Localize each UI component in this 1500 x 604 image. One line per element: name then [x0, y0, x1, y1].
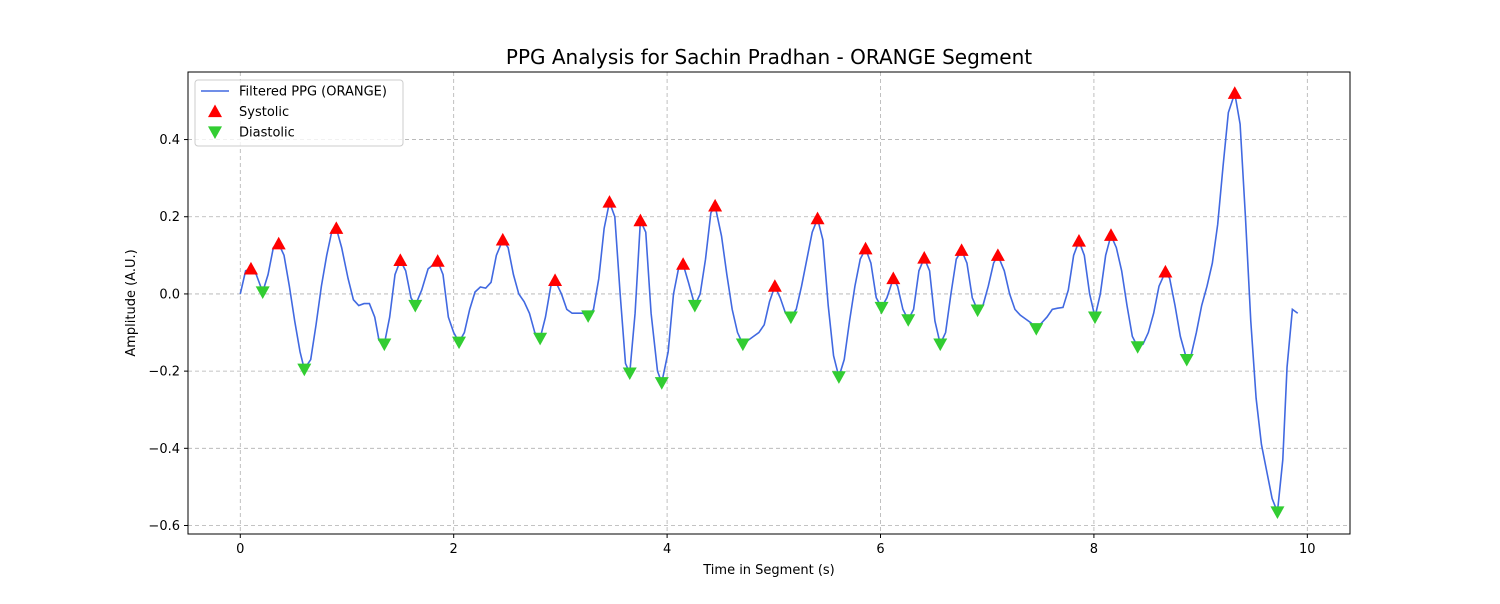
peak-marker: [581, 310, 596, 323]
x-tick-label: 10: [1299, 542, 1316, 557]
peak-marker: [767, 279, 782, 292]
peak-marker: [1103, 228, 1118, 241]
x-tick-label: 6: [876, 542, 884, 557]
peak-marker: [735, 338, 750, 352]
peak-marker: [430, 254, 445, 267]
peak-marker: [783, 311, 798, 325]
peak-marker: [622, 367, 637, 381]
peak-marker: [271, 236, 286, 250]
y-tick-label: −0.6: [148, 519, 180, 534]
peak-marker: [917, 251, 932, 264]
y-tick-label: 0.0: [159, 287, 180, 302]
peak-marker: [858, 241, 873, 255]
x-tick-label: 2: [450, 542, 458, 557]
y-axis-label: Amplitude (A.U.): [124, 249, 139, 356]
peak-marker: [687, 299, 702, 313]
peak-marker: [708, 198, 723, 212]
y-tick-label: 0.2: [159, 210, 180, 225]
x-tick-label: 0: [236, 542, 244, 557]
peak-marker: [886, 271, 901, 285]
chart-title: PPG Analysis for Sachin Pradhan - ORANGE…: [506, 45, 1032, 69]
peak-marker: [1029, 323, 1044, 336]
peak-marker: [495, 232, 510, 246]
peak-marker: [452, 336, 467, 350]
peak-marker: [990, 248, 1005, 261]
peak-marker: [810, 211, 825, 225]
peak-marker: [548, 273, 563, 287]
peak-marker: [1087, 311, 1102, 325]
plot-frame: [187, 71, 1351, 535]
peak-marker: [533, 332, 548, 346]
peak-marker: [654, 377, 669, 390]
peak-marker: [901, 314, 916, 327]
x-axis-label: Time in Segment (s): [702, 563, 834, 578]
peak-marker: [954, 243, 969, 256]
x-tick-label: 4: [663, 542, 671, 557]
peak-marker: [633, 213, 648, 227]
peak-marker: [1158, 264, 1173, 278]
peak-marker: [1071, 234, 1086, 247]
peak-marker: [377, 338, 392, 352]
peak-marker: [874, 301, 889, 315]
peak-marker: [602, 195, 617, 208]
peak-marker: [1130, 341, 1145, 354]
peak-marker: [297, 363, 312, 377]
peak-marker: [1227, 86, 1242, 99]
y-tick-label: −0.4: [148, 442, 180, 457]
legend-box: [194, 79, 404, 147]
y-tick-label: 0.4: [159, 133, 180, 148]
peak-marker: [1270, 506, 1285, 519]
y-tick-label: −0.2: [148, 365, 180, 380]
peak-marker: [1179, 353, 1194, 367]
peak-marker: [255, 286, 270, 299]
peak-marker: [393, 253, 408, 266]
peak-marker: [970, 304, 985, 318]
peak-marker: [831, 371, 846, 384]
legend-swatch: [208, 104, 222, 118]
x-tick-label: 8: [1090, 542, 1098, 557]
peak-marker: [408, 299, 423, 313]
legend-label: Systolic: [239, 105, 289, 120]
peak-marker: [329, 221, 344, 234]
legend-label: Filtered PPG (ORANGE): [239, 85, 387, 100]
peak-marker: [243, 261, 258, 275]
peak-marker: [676, 257, 691, 270]
peak-marker: [933, 338, 948, 352]
legend-swatch: [208, 126, 222, 139]
legend-label: Diastolic: [239, 126, 295, 141]
